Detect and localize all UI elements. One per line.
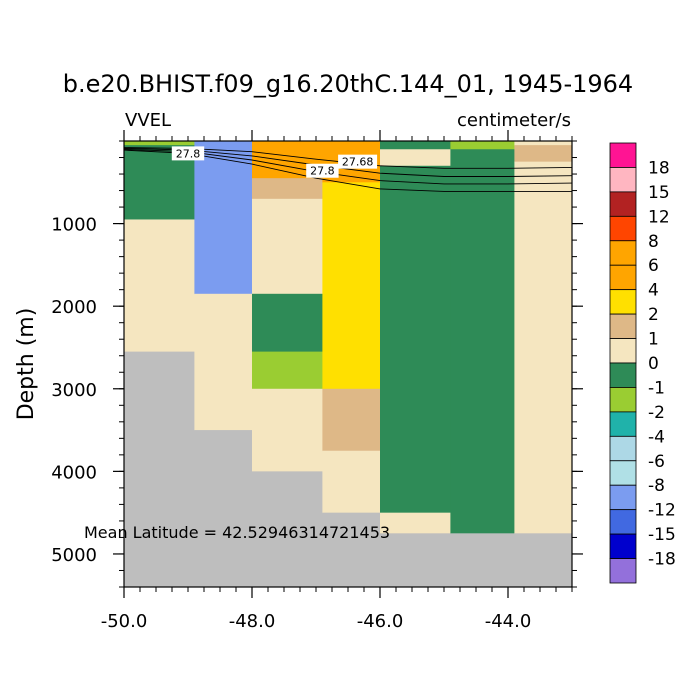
x-tick-label: -46.0 [357,611,404,632]
colorbar-swatch-17 [609,558,637,584]
colorbar-swatch-8 [609,338,637,364]
units-label: centimeter/s [457,110,571,131]
colorbar-swatch-4 [609,240,637,266]
cell-col6-3 [514,533,573,588]
colorbar-label: -1 [648,378,665,398]
cell-col4-2 [380,165,451,514]
cell-col6-1 [514,145,573,163]
colorbar-label: 8 [648,232,659,252]
cell-col5-1 [450,149,515,534]
y-tick-label: 1000 [51,215,97,236]
contour-label-2: 27.68 [342,156,374,169]
x-tick-label: -48.0 [229,611,276,632]
cell-col3-4 [322,512,381,588]
cell-col2-2 [252,198,323,295]
colorbar-swatch-10 [609,387,637,413]
colorbar-label: 0 [648,354,659,374]
colorbar-label: -6 [648,452,665,472]
y-tick-label: 5000 [51,545,97,566]
colorbar-swatch-0 [609,142,637,168]
colorbar-label: 1 [648,330,659,350]
x-tick-label: -50.0 [101,611,148,632]
cell-col2-4 [252,351,323,390]
variable-label: VVEL [125,110,171,131]
colorbar-swatch-16 [609,533,637,559]
cell-col0-2 [124,219,195,353]
cell-col5-0 [450,141,515,150]
mean-latitude-annotation: Mean Latitude = 42.52946314721453 [84,523,390,542]
colorbar-swatch-13 [609,460,637,486]
cell-col4-0 [380,141,451,150]
y-tick-label: 3000 [51,380,97,401]
colorbar-label: 6 [648,256,659,276]
colorbar-label: 12 [648,207,670,227]
cell-col3-2 [322,388,381,452]
colorbar-label: -4 [648,427,665,447]
colorbar-label: -18 [648,550,676,570]
colorbar-label: -15 [648,525,676,545]
cell-col2-6 [252,471,323,588]
colorbar-swatch-6 [609,289,637,315]
contour-label-box-2 [338,154,378,169]
colorbar-label: -12 [648,501,676,521]
annotations: Mean Latitude = 42.52946314721453 [84,523,390,542]
colorbar-swatch-12 [609,435,637,462]
colorbar-label: 4 [648,281,659,301]
cell-col0-3 [124,351,195,588]
chart-title: b.e20.BHIST.f09_g16.20thC.144_01, 1945-1… [63,70,633,98]
colorbar-swatch-3 [609,215,637,242]
contour-label-box-0 [171,146,205,161]
cell-col6-2 [514,161,573,534]
cell-col3-1 [322,182,381,390]
y-axis-label: Depth (m) [14,308,39,421]
section-cells [124,141,573,588]
colorbar-swatch-1 [609,167,637,193]
colorbar-swatch-15 [609,509,637,535]
colorbar-swatch-14 [609,484,637,511]
colorbar-label: -2 [648,403,665,423]
contour-label-1: 27.8 [310,165,335,178]
colorbar-swatch-11 [609,411,637,437]
cell-col0-0 [124,141,195,146]
colorbar-label: 15 [648,183,670,203]
contour-label-0: 27.8 [176,147,201,160]
cell-col5-2 [450,533,515,588]
colorbar: 18 15 12 8 6 4 2 1 0 -1 -2 -4 -6 -8 -12 -15 -18 [609,142,676,584]
colorbar-swatch-7 [609,313,637,339]
cell-col2-1 [252,178,323,200]
cell-col1-1 [194,293,253,431]
colorbar-swatch-9 [609,362,637,388]
cell-col4-4 [380,533,451,588]
cell-col1-0 [194,141,253,295]
cell-col4-1 [380,149,451,167]
colorbar-label: 2 [648,305,659,325]
cell-col4-3 [380,512,451,534]
y-tick-label: 2000 [51,297,97,318]
colorbar-swatch-2 [609,191,637,217]
isotherm-contours: 27.8 27.8 27.68 [123,146,573,192]
x-tick-label: -44.0 [485,611,532,632]
cell-col3-3 [322,450,381,514]
colorbar-label: 18 [648,158,670,178]
cell-col6-0 [514,141,573,146]
contour-label-box-1 [306,163,339,178]
cell-col2-3 [252,293,323,353]
cell-col1-2 [194,430,253,588]
colorbar-swatch-5 [609,264,637,291]
colorbar-label: -8 [648,476,665,496]
cell-col2-5 [252,388,323,472]
plot-axes: -50.0 -48.0 -46.0 -44.0 1000 2000 3000 4000 5000 [51,130,583,632]
y-tick-label: 4000 [51,462,97,483]
